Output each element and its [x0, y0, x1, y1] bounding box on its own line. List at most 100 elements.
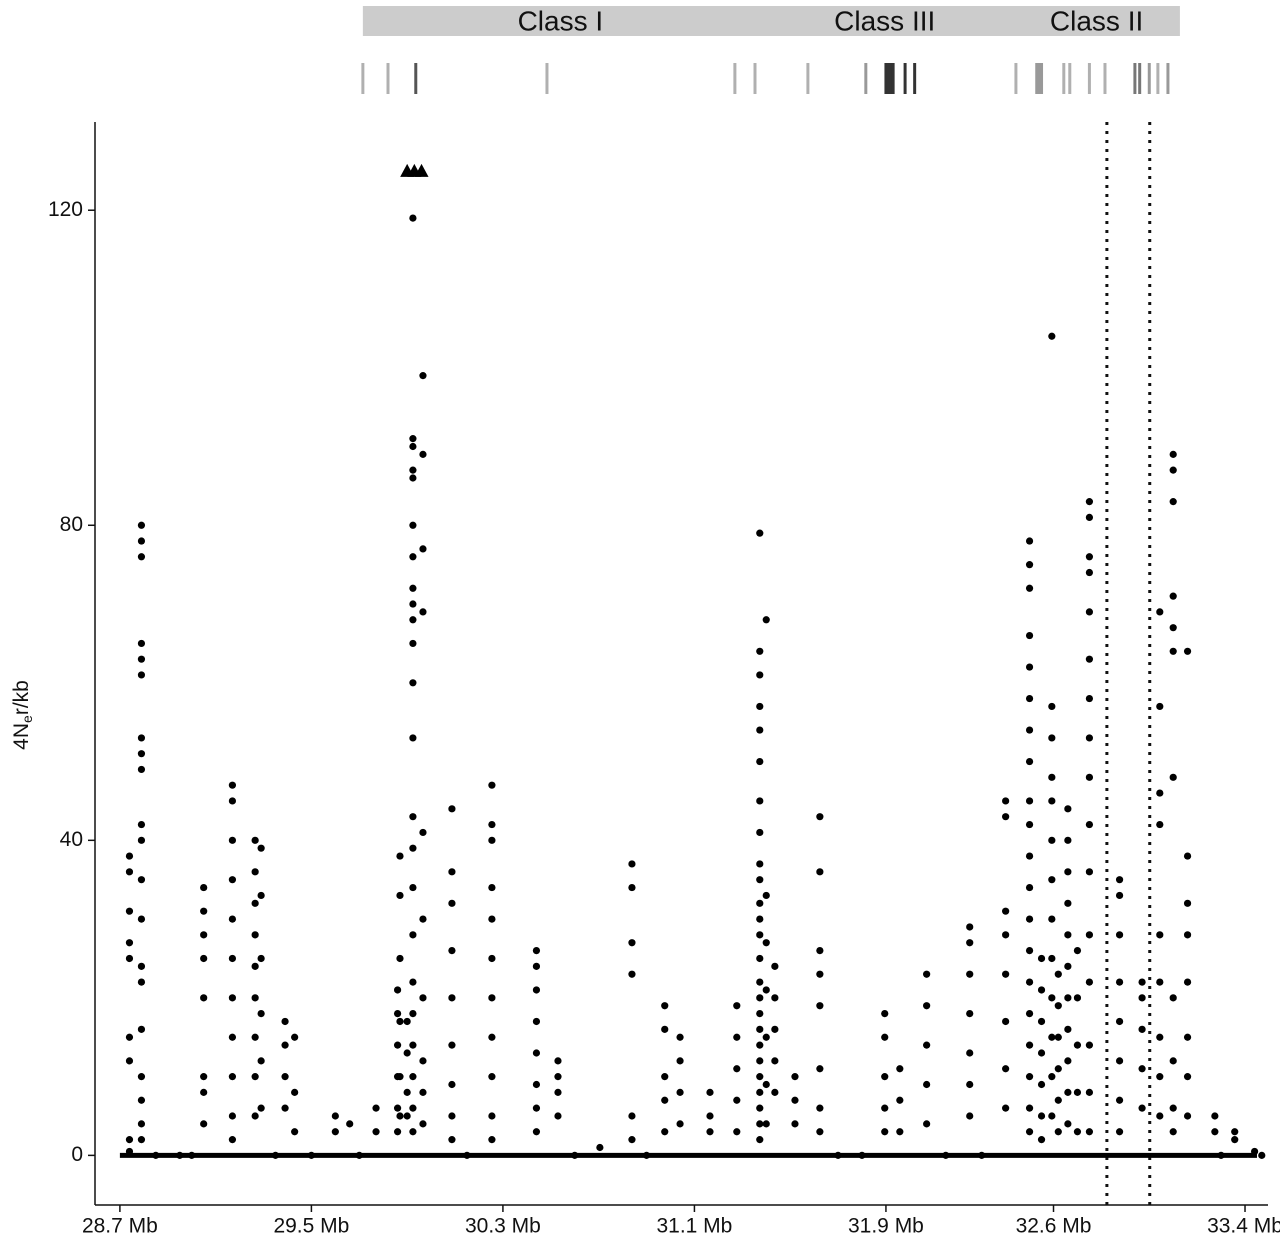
point — [409, 600, 417, 608]
point — [1025, 694, 1034, 703]
point — [791, 1073, 799, 1081]
point — [488, 1112, 496, 1120]
point — [816, 813, 824, 821]
point — [881, 1033, 889, 1041]
point — [1025, 537, 1034, 545]
point — [1064, 931, 1072, 939]
point — [733, 1002, 741, 1010]
point — [403, 1112, 411, 1120]
point — [661, 1025, 669, 1033]
point — [1211, 1128, 1219, 1136]
point — [762, 1120, 770, 1128]
point — [1183, 852, 1192, 860]
y-label-prefix: 4N — [10, 723, 33, 750]
point — [1115, 931, 1124, 939]
point — [1073, 1128, 1082, 1136]
point — [393, 1104, 402, 1112]
point — [409, 474, 417, 482]
point — [1156, 1112, 1164, 1120]
point — [1002, 797, 1010, 805]
point — [1002, 931, 1010, 939]
point — [628, 1136, 636, 1144]
point — [403, 1017, 411, 1026]
point — [1169, 994, 1177, 1002]
point — [881, 1073, 889, 1081]
point — [858, 1151, 866, 1159]
point — [756, 671, 764, 679]
point — [1064, 868, 1072, 876]
point — [762, 1033, 770, 1041]
point — [756, 978, 764, 986]
point — [756, 1120, 764, 1128]
point — [228, 797, 237, 805]
point — [409, 521, 417, 529]
point — [1054, 1002, 1062, 1010]
point — [923, 1120, 931, 1128]
point — [393, 986, 402, 994]
point — [488, 883, 496, 892]
point — [1085, 1088, 1094, 1096]
point — [756, 1057, 764, 1065]
point — [448, 1080, 456, 1089]
point — [771, 1057, 779, 1065]
point — [1231, 1136, 1239, 1144]
point — [125, 1147, 134, 1156]
point — [628, 970, 636, 978]
point — [756, 1041, 764, 1049]
point — [137, 750, 146, 758]
point — [257, 954, 265, 963]
point — [1054, 1096, 1062, 1104]
point — [409, 639, 417, 648]
point — [1115, 1096, 1124, 1104]
point — [409, 734, 417, 742]
point — [1217, 1151, 1225, 1159]
point — [251, 899, 259, 907]
point — [1085, 655, 1094, 663]
point — [1156, 978, 1164, 986]
point — [372, 1104, 380, 1112]
point — [257, 1010, 265, 1018]
point — [1048, 332, 1056, 340]
point — [756, 915, 764, 923]
point — [200, 1120, 208, 1128]
point — [1115, 1128, 1124, 1136]
point — [488, 820, 496, 829]
capped-point — [414, 163, 429, 177]
point — [448, 899, 456, 907]
x-tick-label: 30.3 Mb — [465, 1215, 541, 1238]
point — [532, 1049, 541, 1057]
point — [125, 939, 134, 947]
point — [1025, 915, 1034, 923]
point — [409, 883, 417, 892]
point — [532, 962, 541, 970]
point — [228, 781, 237, 789]
point — [756, 1104, 764, 1112]
point — [125, 1136, 134, 1144]
point — [448, 1041, 456, 1049]
point — [1138, 1065, 1146, 1073]
point — [200, 994, 208, 1002]
point — [409, 813, 417, 821]
point — [1025, 1010, 1034, 1018]
point — [396, 891, 404, 900]
point — [756, 702, 764, 711]
point — [816, 1002, 824, 1010]
point — [1037, 986, 1046, 994]
point — [257, 844, 265, 852]
point — [756, 529, 764, 537]
point — [1025, 584, 1034, 592]
point — [331, 1112, 339, 1120]
point — [923, 1080, 931, 1089]
point — [1025, 631, 1034, 640]
point — [1169, 647, 1177, 655]
point — [152, 1151, 160, 1159]
point — [1258, 1151, 1266, 1159]
point — [257, 1104, 265, 1112]
point — [448, 1136, 456, 1144]
point — [1115, 891, 1124, 900]
point — [251, 1073, 259, 1081]
x-tick-label: 31.1 Mb — [656, 1215, 732, 1238]
point — [1183, 1033, 1192, 1041]
point — [661, 1096, 669, 1104]
y-label-suffix: r/kb — [10, 680, 33, 715]
